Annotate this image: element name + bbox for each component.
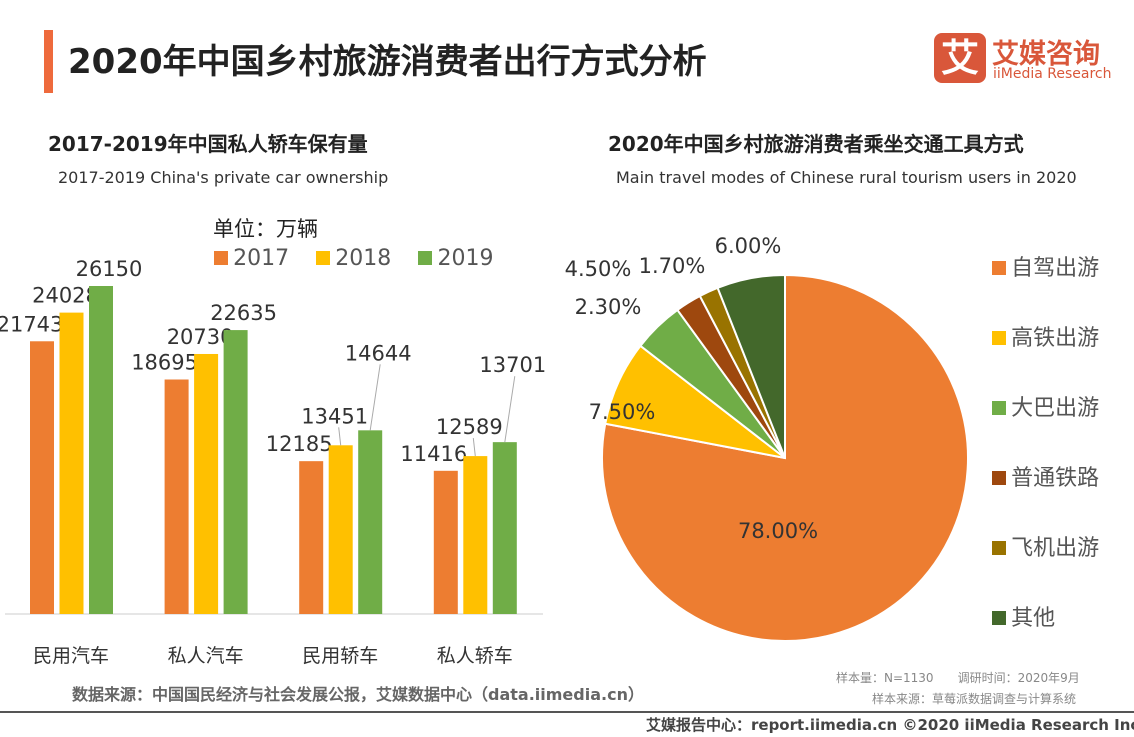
- bar-2019: [492, 442, 517, 614]
- page-title: 2020年中国乡村旅游消费者出行方式分析: [68, 42, 707, 82]
- bar-2018: [463, 456, 488, 614]
- legend-swatch: [992, 331, 1006, 345]
- legend-label: 2018: [335, 246, 392, 271]
- category-label: 私人轿车: [437, 645, 513, 667]
- slice-label: 78.00%: [738, 519, 818, 543]
- data-label: 18695: [131, 351, 198, 375]
- bar-2017: [433, 470, 458, 614]
- data-label: 20730: [167, 325, 234, 349]
- data-source: 数据来源：中国国民经济与社会发展公报，艾媒数据中心（data.iimedia.c…: [72, 685, 644, 704]
- legend-swatch: [992, 261, 1006, 275]
- pie-slice: [716, 273, 786, 459]
- data-label: 24028: [32, 284, 99, 308]
- bar-chart-title: 2017-2019年中国私人轿车保有量: [48, 132, 368, 156]
- data-label: 26150: [76, 257, 143, 281]
- data-label: 12185: [266, 432, 333, 456]
- bar-legend: 2017 2018 2019: [214, 246, 493, 271]
- data-label: 11416: [400, 442, 467, 466]
- slice-label: 1.70%: [639, 254, 706, 278]
- category-label: 私人汽车: [168, 645, 244, 667]
- data-label: 14644: [345, 341, 412, 365]
- logo-text-en: iiMedia Research: [993, 66, 1112, 82]
- bar-2018: [194, 353, 219, 614]
- legend-label: 自驾出游: [1011, 256, 1100, 281]
- bar-2018: [59, 312, 84, 614]
- legend-label: 普通铁路: [1011, 466, 1100, 491]
- pie-chart-subtitle: Main travel modes of Chinese rural touri…: [616, 168, 1077, 187]
- legend-label: 高铁出游: [1011, 326, 1100, 351]
- legend-item: 飞机出游: [992, 530, 1099, 562]
- slice-label: 4.50%: [565, 257, 632, 281]
- slice-label: 6.00%: [715, 234, 782, 258]
- legend-label: 大巴出游: [1011, 396, 1100, 421]
- legend-item: 大巴出游: [992, 390, 1099, 422]
- sample-source: 样本来源：草莓派数据调查与计算系统: [872, 692, 1077, 706]
- copyright: 艾媒报告中心：report.iimedia.cn ©2020 iiMedia R…: [646, 716, 1134, 734]
- logo-mark: 艾: [934, 33, 986, 83]
- data-label: 13701: [479, 353, 546, 377]
- legend-swatch-2019: [418, 251, 433, 265]
- leader-line: [504, 376, 516, 443]
- legend-label: 其他: [1011, 606, 1056, 631]
- category-label: 民用轿车: [302, 645, 378, 667]
- title-accent-bar: [44, 30, 53, 93]
- legend-item: 其他: [992, 600, 1055, 632]
- unit-label: 单位：万辆: [213, 217, 318, 241]
- slice-label: 7.50%: [589, 400, 656, 424]
- leader-line: [472, 438, 476, 457]
- sample-size: 样本量：N=1130 调研时间：2020年9月: [836, 671, 1080, 685]
- legend-item: 普通铁路: [992, 460, 1099, 492]
- bar-2017: [30, 341, 54, 614]
- category-label: 民用汽车: [33, 645, 109, 667]
- pie-slice: [601, 273, 969, 642]
- legend-swatch: [992, 471, 1006, 485]
- data-label: 12589: [436, 415, 503, 439]
- footer-divider: [0, 711, 1134, 713]
- leader-line: [338, 427, 342, 446]
- data-label: 22635: [210, 301, 277, 325]
- legend-swatch-2018: [316, 251, 331, 265]
- legend-item: 自驾出游: [992, 250, 1099, 282]
- slice-label: 2.30%: [575, 295, 642, 319]
- bar-2019: [358, 430, 383, 614]
- logo-text-cn: 艾媒咨询: [992, 39, 1100, 70]
- legend-label: 飞机出游: [1011, 536, 1100, 561]
- bar-2017: [164, 379, 189, 614]
- legend-swatch: [992, 611, 1006, 625]
- leader-line: [369, 364, 381, 431]
- bar-2019: [89, 286, 113, 614]
- legend-swatch: [992, 401, 1006, 415]
- data-label: 21743: [0, 312, 63, 336]
- legend-item: 高铁出游: [992, 320, 1099, 352]
- legend-swatch-2017: [214, 251, 228, 265]
- bar-2018: [328, 445, 353, 614]
- legend-swatch: [992, 541, 1006, 555]
- pie-chart: 78.00% 7.50% 4.50% 2.30% 1.70% 6.00%: [565, 234, 969, 642]
- data-label: 13451: [301, 404, 368, 428]
- bar-2017: [299, 461, 324, 614]
- pie-chart-title: 2020年中国乡村旅游消费者乘坐交通工具方式: [608, 132, 1024, 156]
- bar-chart-subtitle: 2017-2019 China's private car ownership: [58, 168, 389, 187]
- legend-label: 2017: [233, 246, 290, 271]
- bar-2019: [223, 330, 248, 614]
- legend-label: 2019: [437, 246, 494, 271]
